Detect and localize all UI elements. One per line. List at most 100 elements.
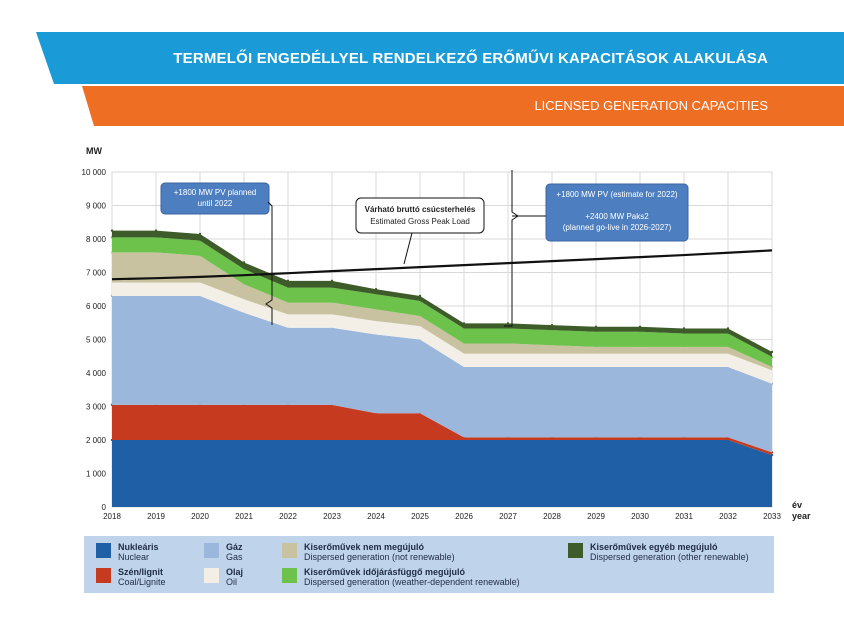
annotation-text: until 2022 bbox=[198, 199, 233, 208]
legend-swatch-dispersed-weather-renewable bbox=[282, 568, 297, 583]
data-point bbox=[506, 322, 510, 325]
y-axis-label: MW bbox=[86, 146, 102, 156]
legend-label-hu: Szén/lignit bbox=[118, 567, 163, 577]
area-series-gas bbox=[112, 295, 772, 453]
title-band-blue bbox=[36, 32, 844, 84]
data-point bbox=[330, 279, 334, 283]
y-tick-label: 10 000 bbox=[82, 168, 107, 177]
x-tick-label: 2020 bbox=[191, 512, 209, 521]
capacity-area-chart: 0 1 000 2 000 3 000 4 000 5 000 6 000 7 000 8 00… bbox=[82, 146, 811, 521]
legend-swatch-nuclear bbox=[96, 543, 111, 558]
legend-label-en: Dispersed generation (not renewable) bbox=[304, 552, 455, 562]
legend-label-en: Dispersed generation (weather-dependent … bbox=[304, 577, 520, 587]
area-series-dispersed-generation-not-renewable bbox=[112, 252, 772, 371]
legend-label-hu: Kiserőművek egyéb megújuló bbox=[590, 542, 718, 552]
data-point bbox=[594, 325, 598, 328]
callout-text-hu: Várható bruttó csúcsterhelés bbox=[365, 205, 476, 214]
legend-label-hu: Kiserőművek időjárásfüggő megújuló bbox=[304, 567, 466, 577]
x-tick-label: 2029 bbox=[587, 512, 605, 521]
data-point bbox=[550, 323, 554, 327]
data-point bbox=[154, 229, 158, 232]
data-point bbox=[242, 261, 246, 264]
page-title-hungarian: TERMELŐI ENGEDÉLLYEL RENDELKEZŐ ERŐMŰVI … bbox=[173, 50, 768, 67]
y-tick-label: 5 000 bbox=[86, 336, 107, 345]
y-tick-label: 0 bbox=[102, 503, 107, 512]
page-title-english: LICENSED GENERATION CAPACITIES bbox=[534, 98, 768, 113]
annotation-box-pv-paks2 bbox=[545, 183, 689, 242]
x-tick-label: 2025 bbox=[411, 512, 429, 521]
legend-item-dispersed-other-renewable: Kiserőművek egyéb megújuló Dispersed gene… bbox=[568, 542, 749, 562]
legend-swatch-dispersed-other-renewable bbox=[568, 543, 583, 558]
legend-label-en: Oil bbox=[226, 577, 237, 587]
callout-text-en: Estimated Gross Peak Load bbox=[370, 217, 470, 226]
y-tick-label: 4 000 bbox=[86, 369, 107, 378]
area-series-dispersed-generation-weather-dependent-renewable bbox=[112, 237, 772, 367]
x-axis-label-en: year bbox=[792, 511, 811, 521]
x-tick-label: 2033 bbox=[763, 512, 781, 521]
y-tick-label: 6 000 bbox=[86, 302, 107, 311]
legend-swatch-gas bbox=[204, 543, 219, 558]
annotation-text: (planned go-live in 2026-2027) bbox=[563, 223, 672, 232]
legend-label-en: Dispersed generation (other renewable) bbox=[590, 552, 749, 562]
legend-item-oil: Olaj Oil bbox=[204, 567, 243, 587]
legend-item-coal: Szén/lignit Coal/Lignite bbox=[96, 567, 166, 587]
annotation-bracket-pv-paks2 bbox=[504, 170, 519, 327]
legend-label-hu: Nukleáris bbox=[118, 542, 159, 552]
y-tick-label: 1 000 bbox=[86, 470, 107, 479]
x-tick-label: 2032 bbox=[719, 512, 737, 521]
line-series-peak-load bbox=[111, 249, 773, 281]
data-point bbox=[110, 229, 114, 232]
data-point bbox=[418, 294, 422, 298]
area-series-nuclear bbox=[112, 440, 772, 507]
legend-item-gas: Gáz Gas bbox=[204, 542, 243, 562]
x-tick-label: 2023 bbox=[323, 512, 341, 521]
legend-swatch-oil bbox=[204, 568, 219, 583]
callout-peak-load bbox=[355, 197, 485, 234]
x-tick-label: 2027 bbox=[499, 512, 517, 521]
annotation-text: +1800 MW PV planned bbox=[174, 188, 257, 197]
x-tick-label: 2028 bbox=[543, 512, 561, 521]
x-tick-label: 2024 bbox=[367, 512, 385, 521]
data-point bbox=[374, 288, 378, 291]
legend-label-hu: Gáz bbox=[226, 542, 243, 552]
y-tick-label: 3 000 bbox=[86, 403, 107, 412]
title-band-orange bbox=[82, 86, 844, 126]
x-tick-label: 2026 bbox=[455, 512, 473, 521]
x-tick-label: 2022 bbox=[279, 512, 297, 521]
annotation-text: +2400 MW Paks2 bbox=[585, 212, 649, 221]
x-tick-label: 2019 bbox=[147, 512, 165, 521]
legend-label-en: Gas bbox=[226, 552, 243, 562]
data-point bbox=[286, 279, 290, 283]
legend-swatch-coal bbox=[96, 568, 111, 583]
x-axis-label-hu: év bbox=[792, 500, 802, 510]
y-tick-label: 9 000 bbox=[86, 202, 107, 211]
annotation-text: +1800 MW PV (estimate for 2022) bbox=[556, 190, 678, 199]
x-tick-label: 2030 bbox=[631, 512, 649, 521]
legend-item-nuclear: Nukleáris Nuclear bbox=[96, 542, 159, 562]
data-point bbox=[726, 327, 730, 330]
chart-legend: Nukleáris Nuclear Szén/lignit Coal/Lignite… bbox=[84, 536, 774, 593]
legend-label-hu: Kiserőművek nem megújuló bbox=[304, 542, 425, 552]
area-series-coal-lignite bbox=[112, 404, 772, 456]
legend-label-en: Nuclear bbox=[118, 552, 150, 562]
data-point bbox=[638, 325, 642, 328]
y-tick-label: 7 000 bbox=[86, 269, 107, 278]
x-tick-label: 2031 bbox=[675, 512, 693, 521]
data-point bbox=[198, 232, 202, 236]
data-point bbox=[462, 322, 466, 325]
area-series-oil bbox=[112, 282, 772, 384]
legend-label-hu: Olaj bbox=[226, 567, 244, 577]
y-tick-label: 8 000 bbox=[86, 235, 107, 244]
legend-item-dispersed-weather-renewable: Kiserőművek időjárásfüggő megújuló Disper… bbox=[282, 567, 520, 587]
legend-label-en: Coal/Lignite bbox=[118, 577, 166, 587]
annotation-box-pv-2022 bbox=[160, 182, 270, 215]
legend-swatch-dispersed-not-renewable bbox=[282, 543, 297, 558]
x-tick-label: 2018 bbox=[103, 512, 121, 521]
data-point bbox=[682, 327, 686, 330]
annotation-bracket-pv-2022 bbox=[265, 201, 273, 325]
callout-pointer bbox=[403, 232, 413, 265]
legend-item-dispersed-not-renewable: Kiserőművek nem megújuló Dispersed genera… bbox=[282, 542, 455, 562]
x-tick-label: 2021 bbox=[235, 512, 253, 521]
data-point bbox=[770, 350, 774, 354]
y-tick-label: 2 000 bbox=[86, 436, 107, 445]
